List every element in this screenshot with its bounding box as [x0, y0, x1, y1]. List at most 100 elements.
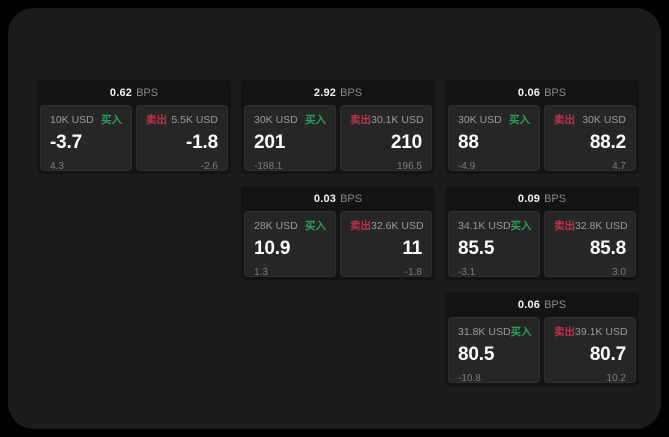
- sell-size-label: 30K USD: [582, 113, 626, 126]
- sell-panel[interactable]: 卖出 32.6K USD 11 -1.8: [340, 211, 432, 278]
- card-header: 0.03 BPS: [241, 186, 435, 211]
- sell-main-value: 88.2: [589, 132, 626, 153]
- sell-side-tag: 卖出: [350, 220, 371, 232]
- bps-unit-label: BPS: [544, 298, 567, 311]
- spread-card[interactable]: 0.09 BPS 34.1K USD 买入 85.5 -3.1 卖出 32.8K USD 85.…: [445, 186, 639, 280]
- sell-side-tag: 卖出: [554, 220, 575, 232]
- buy-sub-value: -3.1: [458, 267, 476, 278]
- buy-size-label: 30K USD: [254, 113, 298, 126]
- sell-size-label: 30.1K USD: [371, 113, 424, 126]
- buy-main-value: 201: [254, 132, 286, 153]
- buy-main-value: 85.5: [458, 238, 495, 259]
- sell-size-label: 32.8K USD: [575, 219, 628, 232]
- card-header: 0.62 BPS: [37, 80, 231, 105]
- buy-side-tag: 买入: [510, 326, 532, 338]
- buy-panel-header: 31.8K USD 买入: [458, 325, 532, 339]
- buy-size-label: 30K USD: [458, 113, 502, 126]
- sell-side-tag: 卖出: [350, 114, 371, 126]
- buy-size-label: 31.8K USD: [458, 325, 511, 338]
- sell-panel[interactable]: 卖出 30K USD 88.2 4.7: [544, 105, 636, 172]
- buy-sub-value: 4.3: [50, 161, 64, 172]
- card-header: 0.09 BPS: [445, 186, 639, 211]
- buy-main-value: -3.7: [50, 132, 82, 153]
- sell-side-tag: 卖出: [146, 114, 167, 126]
- buy-side-tag: 买入: [305, 114, 326, 126]
- bps-unit-label: BPS: [544, 192, 567, 205]
- buy-panel-header: 28K USD 买入: [254, 219, 326, 233]
- buy-side-tag: 买入: [305, 220, 326, 232]
- buy-size-label: 10K USD: [50, 113, 94, 126]
- buy-side-tag: 买入: [509, 114, 530, 126]
- app-surface: 0.62 BPS 10K USD 买入 -3.7 4.3 卖出 5.5K USD -1.8 -2.…: [8, 8, 661, 429]
- card-body: 10K USD 买入 -3.7 4.3 卖出 5.5K USD -1.8 -2.6: [37, 105, 231, 174]
- buy-panel[interactable]: 30K USD 买入 201 -188.1: [244, 105, 336, 172]
- card-header: 2.92 BPS: [241, 80, 435, 105]
- sell-size-label: 39.1K USD: [575, 325, 628, 338]
- sell-sub-value: 4.7: [612, 161, 626, 172]
- sell-main-value: 210: [390, 132, 422, 153]
- spread-card-grid: 0.62 BPS 10K USD 买入 -3.7 4.3 卖出 5.5K USD -1.8 -2.…: [37, 80, 641, 386]
- buy-main-value: 88: [458, 132, 479, 153]
- buy-panel[interactable]: 10K USD 买入 -3.7 4.3: [40, 105, 132, 172]
- sell-panel-header: 卖出 39.1K USD: [554, 325, 628, 339]
- sell-side-tag: 卖出: [554, 326, 575, 338]
- bps-unit-label: BPS: [340, 192, 363, 205]
- bps-value: 2.92: [313, 86, 337, 99]
- buy-panel[interactable]: 34.1K USD 买入 85.5 -3.1: [448, 211, 540, 278]
- bps-value: 0.06: [517, 298, 541, 311]
- buy-panel-header: 10K USD 买入: [50, 113, 122, 127]
- buy-sub-value: 1.3: [254, 267, 268, 278]
- sell-sub-value: 10.2: [606, 373, 626, 384]
- sell-main-value: 85.8: [589, 238, 626, 259]
- spread-card[interactable]: 0.03 BPS 28K USD 买入 10.9 1.3 卖出 32.6K USD 11 -1.8: [241, 186, 435, 280]
- spread-card[interactable]: 0.06 BPS 30K USD 买入 88 -4.9 卖出 30K USD 88.2 4.7: [445, 80, 639, 174]
- buy-panel[interactable]: 28K USD 买入 10.9 1.3: [244, 211, 336, 278]
- sell-panel-header: 卖出 30.1K USD: [350, 113, 424, 127]
- buy-panel-header: 30K USD 买入: [254, 113, 326, 127]
- buy-size-label: 34.1K USD: [458, 219, 511, 232]
- spread-card[interactable]: 2.92 BPS 30K USD 买入 201 -188.1 卖出 30.1K USD 210 1…: [241, 80, 435, 174]
- sell-panel-header: 卖出 5.5K USD: [146, 113, 218, 127]
- buy-side-tag: 买入: [510, 220, 532, 232]
- buy-main-value: 80.5: [458, 344, 495, 365]
- bps-unit-label: BPS: [340, 86, 363, 99]
- sell-sub-value: 3.0: [612, 267, 626, 278]
- sell-main-value: -1.8: [186, 132, 218, 153]
- bps-value: 0.06: [517, 86, 541, 99]
- buy-sub-value: -10.8: [458, 373, 481, 384]
- buy-size-label: 28K USD: [254, 219, 298, 232]
- buy-sub-value: -188.1: [254, 161, 283, 172]
- bps-value: 0.09: [517, 192, 541, 205]
- sell-panel-header: 卖出 32.8K USD: [554, 219, 628, 233]
- card-body: 30K USD 买入 201 -188.1 卖出 30.1K USD 210 196.5: [241, 105, 435, 174]
- buy-main-value: 10.9: [254, 238, 291, 259]
- sell-panel-header: 卖出 32.6K USD: [350, 219, 424, 233]
- sell-panel[interactable]: 卖出 32.8K USD 85.8 3.0: [544, 211, 636, 278]
- sell-size-label: 5.5K USD: [171, 113, 218, 126]
- bps-value: 0.03: [313, 192, 337, 205]
- sell-panel[interactable]: 卖出 39.1K USD 80.7 10.2: [544, 317, 636, 384]
- bps-unit-label: BPS: [544, 86, 567, 99]
- grid-column-2: 2.92 BPS 30K USD 买入 201 -188.1 卖出 30.1K USD 210 1…: [241, 80, 435, 280]
- sell-main-value: 11: [402, 238, 422, 259]
- spread-card[interactable]: 0.06 BPS 31.8K USD 买入 80.5 -10.8 卖出 39.1K USD 80…: [445, 292, 639, 386]
- card-header: 0.06 BPS: [445, 80, 639, 105]
- sell-side-tag: 卖出: [554, 114, 575, 126]
- sell-sub-value: -1.8: [404, 267, 422, 278]
- buy-panel[interactable]: 30K USD 买入 88 -4.9: [448, 105, 540, 172]
- sell-panel[interactable]: 卖出 30.1K USD 210 196.5: [340, 105, 432, 172]
- card-body: 30K USD 买入 88 -4.9 卖出 30K USD 88.2 4.7: [445, 105, 639, 174]
- buy-panel[interactable]: 31.8K USD 买入 80.5 -10.8: [448, 317, 540, 384]
- buy-sub-value: -4.9: [458, 161, 476, 172]
- sell-sub-value: 196.5: [396, 161, 422, 172]
- buy-panel-header: 30K USD 买入: [458, 113, 530, 127]
- grid-column-3: 0.06 BPS 30K USD 买入 88 -4.9 卖出 30K USD 88.2 4.7 0.…: [445, 80, 639, 386]
- card-body: 28K USD 买入 10.9 1.3 卖出 32.6K USD 11 -1.8: [241, 211, 435, 280]
- spread-card[interactable]: 0.62 BPS 10K USD 买入 -3.7 4.3 卖出 5.5K USD -1.8 -2.…: [37, 80, 231, 174]
- sell-panel[interactable]: 卖出 5.5K USD -1.8 -2.6: [136, 105, 228, 172]
- buy-side-tag: 买入: [101, 114, 122, 126]
- card-body: 31.8K USD 买入 80.5 -10.8 卖出 39.1K USD 80.7 10.2: [445, 317, 639, 386]
- bps-value: 0.62: [109, 86, 133, 99]
- card-header: 0.06 BPS: [445, 292, 639, 317]
- sell-size-label: 32.6K USD: [371, 219, 424, 232]
